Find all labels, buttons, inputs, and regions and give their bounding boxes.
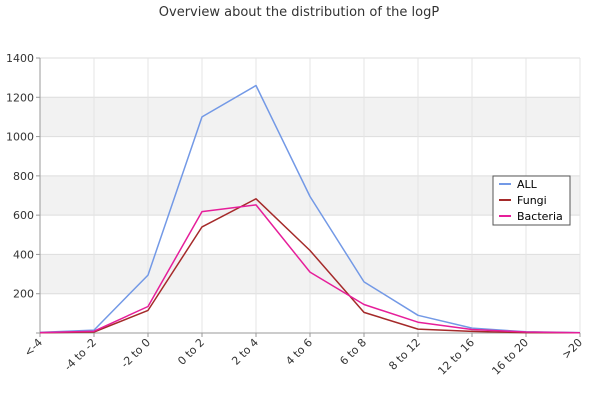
legend-label: ALL xyxy=(517,178,538,191)
y-tick-label: 1400 xyxy=(6,52,34,65)
legend-label: Fungi xyxy=(517,194,547,207)
x-tick-label: >20 xyxy=(560,336,586,362)
legend-label: Bacteria xyxy=(517,210,563,223)
y-axis-ticks: 200 400 600 800 1000 1200 1400 xyxy=(6,52,40,301)
y-tick-label: 400 xyxy=(13,248,34,261)
x-tick-label: -4 to -2 xyxy=(62,336,99,373)
x-tick-label: 8 to 12 xyxy=(386,336,423,373)
chart-title: Overview about the distribution of the l… xyxy=(159,5,440,20)
legend: ALL Fungi Bacteria xyxy=(492,175,571,226)
y-tick-label: 1200 xyxy=(6,91,34,104)
x-tick-label: 6 to 8 xyxy=(337,336,369,368)
series-line-fungi xyxy=(39,198,581,334)
series-line-bacteria xyxy=(39,204,581,334)
x-tick-label: 16 to 20 xyxy=(489,336,531,378)
y-tick-label: 200 xyxy=(13,288,34,301)
y-tick-label: 800 xyxy=(13,170,34,183)
x-axis-ticks: <-4 -4 to -2 -2 to 0 0 to 2 2 to 4 4 to 6 6 to… xyxy=(22,333,585,378)
x-tick-label: 2 to 4 xyxy=(229,336,261,368)
x-tick-label: -2 to 0 xyxy=(118,336,153,371)
y-tick-label: 600 xyxy=(13,209,34,222)
x-tick-label: 12 to 16 xyxy=(435,336,477,378)
series-line-all xyxy=(39,84,581,334)
series-lines xyxy=(39,84,581,334)
x-tick-label: <-4 xyxy=(22,336,45,359)
x-tick-label: 4 to 6 xyxy=(283,336,315,368)
x-tick-label: 0 to 2 xyxy=(175,336,207,368)
axes xyxy=(36,58,580,337)
y-tick-label: 1000 xyxy=(6,131,34,144)
